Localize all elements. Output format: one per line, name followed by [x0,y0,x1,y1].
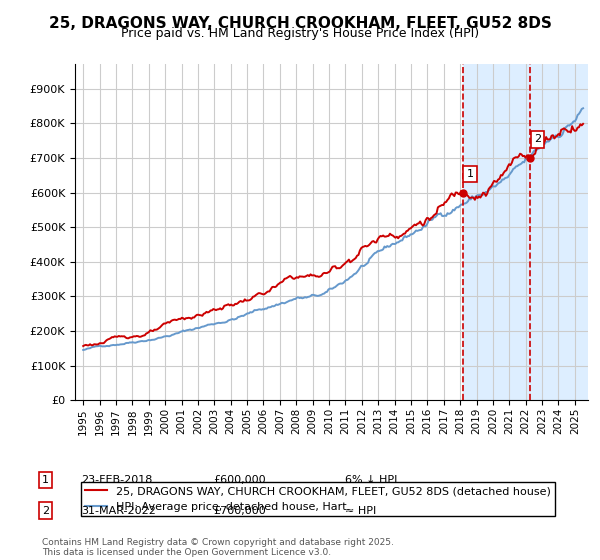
Text: Contains HM Land Registry data © Crown copyright and database right 2025.
This d: Contains HM Land Registry data © Crown c… [42,538,394,557]
Text: ≈ HPI: ≈ HPI [345,506,376,516]
Text: 6% ↓ HPI: 6% ↓ HPI [345,475,397,485]
Text: 2: 2 [42,506,49,516]
Text: 25, DRAGONS WAY, CHURCH CROOKHAM, FLEET, GU52 8DS: 25, DRAGONS WAY, CHURCH CROOKHAM, FLEET,… [49,16,551,31]
Text: £700,000: £700,000 [213,506,266,516]
Bar [463,64,588,400]
Legend: 25, DRAGONS WAY, CHURCH CROOKHAM, FLEET, GU52 8DS (detached house), HPI: Average: 25, DRAGONS WAY, CHURCH CROOKHAM, FLEET,… [80,482,556,516]
Text: 2: 2 [534,134,541,144]
Text: 1: 1 [467,169,474,179]
Text: 31-MAR-2022: 31-MAR-2022 [81,506,156,516]
Text: Price paid vs. HM Land Registry's House Price Index (HPI): Price paid vs. HM Land Registry's House … [121,27,479,40]
Text: 23-FEB-2018: 23-FEB-2018 [81,475,152,485]
Text: 1: 1 [42,475,49,485]
Text: £600,000: £600,000 [213,475,266,485]
